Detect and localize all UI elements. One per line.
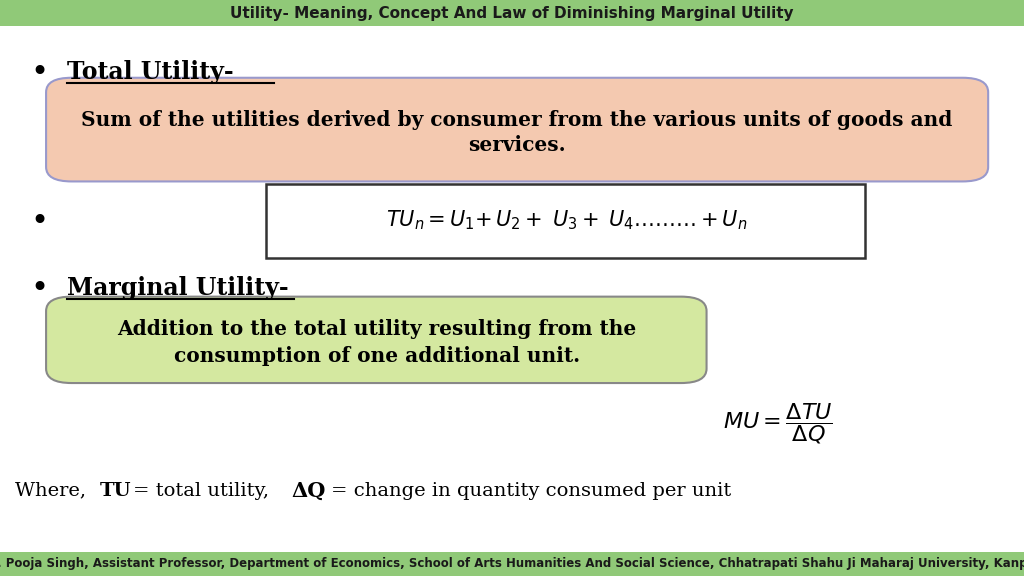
Text: $\mathit{TU_n = U_1{+}\, U_2 +\; U_3 +\; U_4 \ldots\ldots\ldots + U_n}$: $\mathit{TU_n = U_1{+}\, U_2 +\; U_3 +\;… [386,209,746,232]
Text: consumption of one additional unit.: consumption of one additional unit. [174,346,580,366]
Text: Addition to the total utility resulting from the: Addition to the total utility resulting … [117,320,637,339]
Text: •: • [31,58,49,86]
Text: = total utility,: = total utility, [133,482,282,500]
Text: $\mathit{MU = \dfrac{\Delta TU}{\Delta Q}}$: $\mathit{MU = \dfrac{\Delta TU}{\Delta Q… [723,401,834,446]
Text: Where,: Where, [15,482,92,500]
Text: ΔQ: ΔQ [292,481,327,501]
Text: services.: services. [468,135,566,155]
Text: Total Utility-: Total Utility- [67,60,233,84]
Text: Marginal Utility-: Marginal Utility- [67,276,288,300]
FancyBboxPatch shape [266,184,865,258]
FancyBboxPatch shape [46,297,707,383]
Text: Sum of the utilities derived by consumer from the various units of goods and: Sum of the utilities derived by consumer… [82,110,952,130]
FancyBboxPatch shape [46,78,988,181]
Text: Dr. Pooja Singh, Assistant Professor, Department of Economics, School of Arts Hu: Dr. Pooja Singh, Assistant Professor, De… [0,558,1024,570]
FancyBboxPatch shape [0,552,1024,576]
Text: Utility- Meaning, Concept And Law of Diminishing Marginal Utility: Utility- Meaning, Concept And Law of Dim… [230,6,794,21]
Text: = change in quantity consumed per unit: = change in quantity consumed per unit [331,482,731,500]
Text: •: • [31,274,49,302]
Text: •: • [31,207,49,236]
FancyBboxPatch shape [0,0,1024,26]
Text: TU: TU [99,482,131,500]
